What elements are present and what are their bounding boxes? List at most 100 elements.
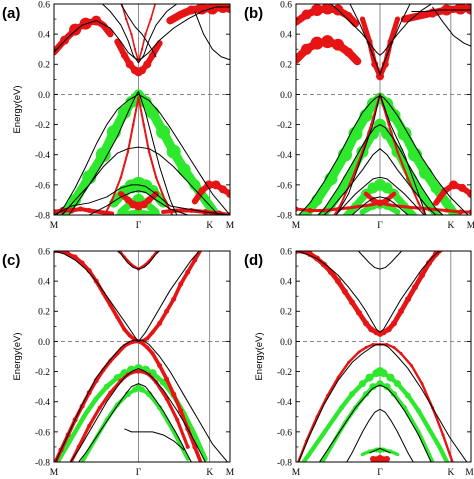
band-line [318, 384, 432, 462]
x-tick-label: K [206, 221, 213, 231]
band-line [349, 4, 411, 76]
band-point [164, 308, 170, 314]
band-point [449, 180, 458, 190]
fat-band-line [54, 251, 203, 462]
band-point [344, 47, 353, 57]
band-point [175, 417, 180, 422]
band-point [416, 219, 421, 224]
band-point [371, 202, 375, 206]
band-point [110, 198, 114, 202]
band-point [370, 123, 373, 126]
band-point [218, 185, 227, 194]
y-tick-label: 0.0 [280, 338, 292, 348]
band-point [349, 299, 355, 306]
band-point [310, 36, 324, 50]
band-series-15 [296, 4, 360, 28]
band-point [339, 219, 344, 224]
band-point [127, 333, 132, 338]
band-point [416, 408, 421, 414]
band-point [371, 342, 375, 346]
band-point [192, 432, 197, 437]
band-point [398, 308, 404, 315]
band-point [145, 345, 150, 350]
band-point [440, 245, 446, 251]
band-line [317, 124, 444, 215]
band-point [412, 284, 418, 291]
y-tick-label: 0.4 [38, 31, 50, 41]
band-point [224, 4, 230, 14]
band-series-5 [369, 447, 391, 454]
band-point [161, 210, 165, 214]
band-point [171, 296, 177, 302]
band-point [168, 219, 173, 224]
panel-label: (c) [2, 252, 20, 269]
band-line [54, 251, 139, 342]
y-tick-label: 0.0 [38, 91, 50, 101]
plot-area [54, 0, 230, 224]
band-point [69, 23, 82, 36]
panel-label: (b) [244, 5, 263, 22]
band-point [458, 209, 463, 215]
band-point [385, 342, 389, 346]
band-series-4 [346, 408, 414, 462]
band-line [351, 196, 409, 215]
band-point [427, 426, 431, 431]
band-line [69, 368, 206, 462]
band-point [188, 207, 194, 213]
band-series-8 [79, 384, 190, 462]
band-point [405, 296, 411, 303]
band-point [363, 320, 369, 327]
y-tick-label: -0.6 [35, 428, 50, 438]
y-tick-label: -0.4 [35, 151, 50, 161]
y-tick-label: -0.8 [35, 458, 50, 468]
band-point [110, 211, 114, 215]
y-tick-label: -0.6 [277, 428, 292, 438]
band-point [454, 4, 467, 15]
band-point [364, 191, 368, 196]
band-series-21 [363, 191, 397, 207]
band-series-2 [78, 383, 192, 462]
band-point [199, 463, 204, 468]
band-point [396, 452, 399, 456]
band-point [103, 383, 110, 390]
band-point [383, 383, 391, 391]
band-point [157, 363, 163, 369]
band-point [426, 260, 432, 267]
y-tick-label: 0.6 [280, 247, 292, 257]
band-point [157, 320, 163, 326]
band-series-9 [335, 94, 381, 215]
band-series-11 [370, 454, 390, 462]
band-point [356, 309, 362, 316]
band-point [417, 201, 420, 205]
x-tick-label: M [467, 221, 474, 231]
band-point [311, 194, 323, 206]
band-point [392, 345, 396, 349]
x-tick-label: M [50, 468, 59, 478]
band-point [125, 60, 134, 69]
band-point [86, 207, 92, 213]
band-line [138, 91, 178, 215]
band-series-8 [360, 446, 400, 457]
band-point [155, 0, 157, 2]
band-point [301, 43, 312, 55]
band-series-5 [54, 6, 230, 61]
y-tick-label: -0.4 [35, 398, 50, 408]
band-point [420, 382, 424, 386]
band-line [120, 4, 157, 58]
band-point [410, 205, 413, 209]
band-point [311, 4, 323, 17]
band-point [385, 326, 392, 333]
band-series-6 [124, 428, 185, 451]
band-point [150, 330, 155, 335]
band-point [226, 189, 230, 198]
band-point [329, 420, 333, 425]
band-point [156, 125, 171, 140]
band-series-9 [296, 245, 446, 337]
band-point [189, 179, 201, 191]
band-point [438, 445, 441, 449]
band-point [444, 208, 449, 213]
band-series-0 [55, 93, 230, 215]
band-point [363, 391, 369, 398]
band-point [392, 191, 396, 196]
